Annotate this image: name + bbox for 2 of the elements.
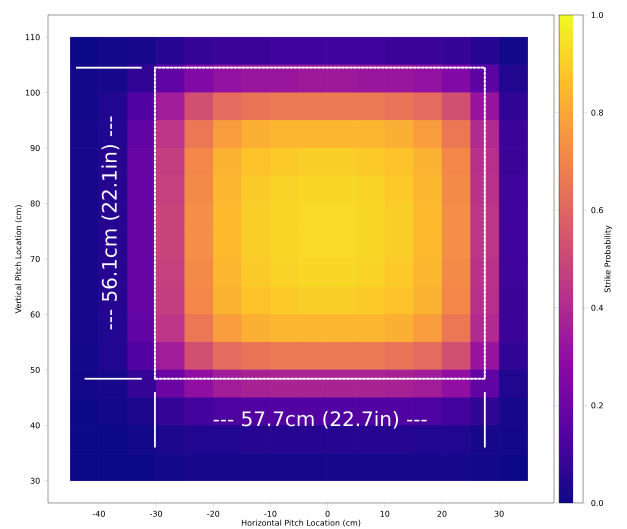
- annotation: --- 56.1cm (22.1in) ---: [101, 116, 120, 330]
- annotation: --- 57.7cm (22.7in) ---: [214, 410, 427, 429]
